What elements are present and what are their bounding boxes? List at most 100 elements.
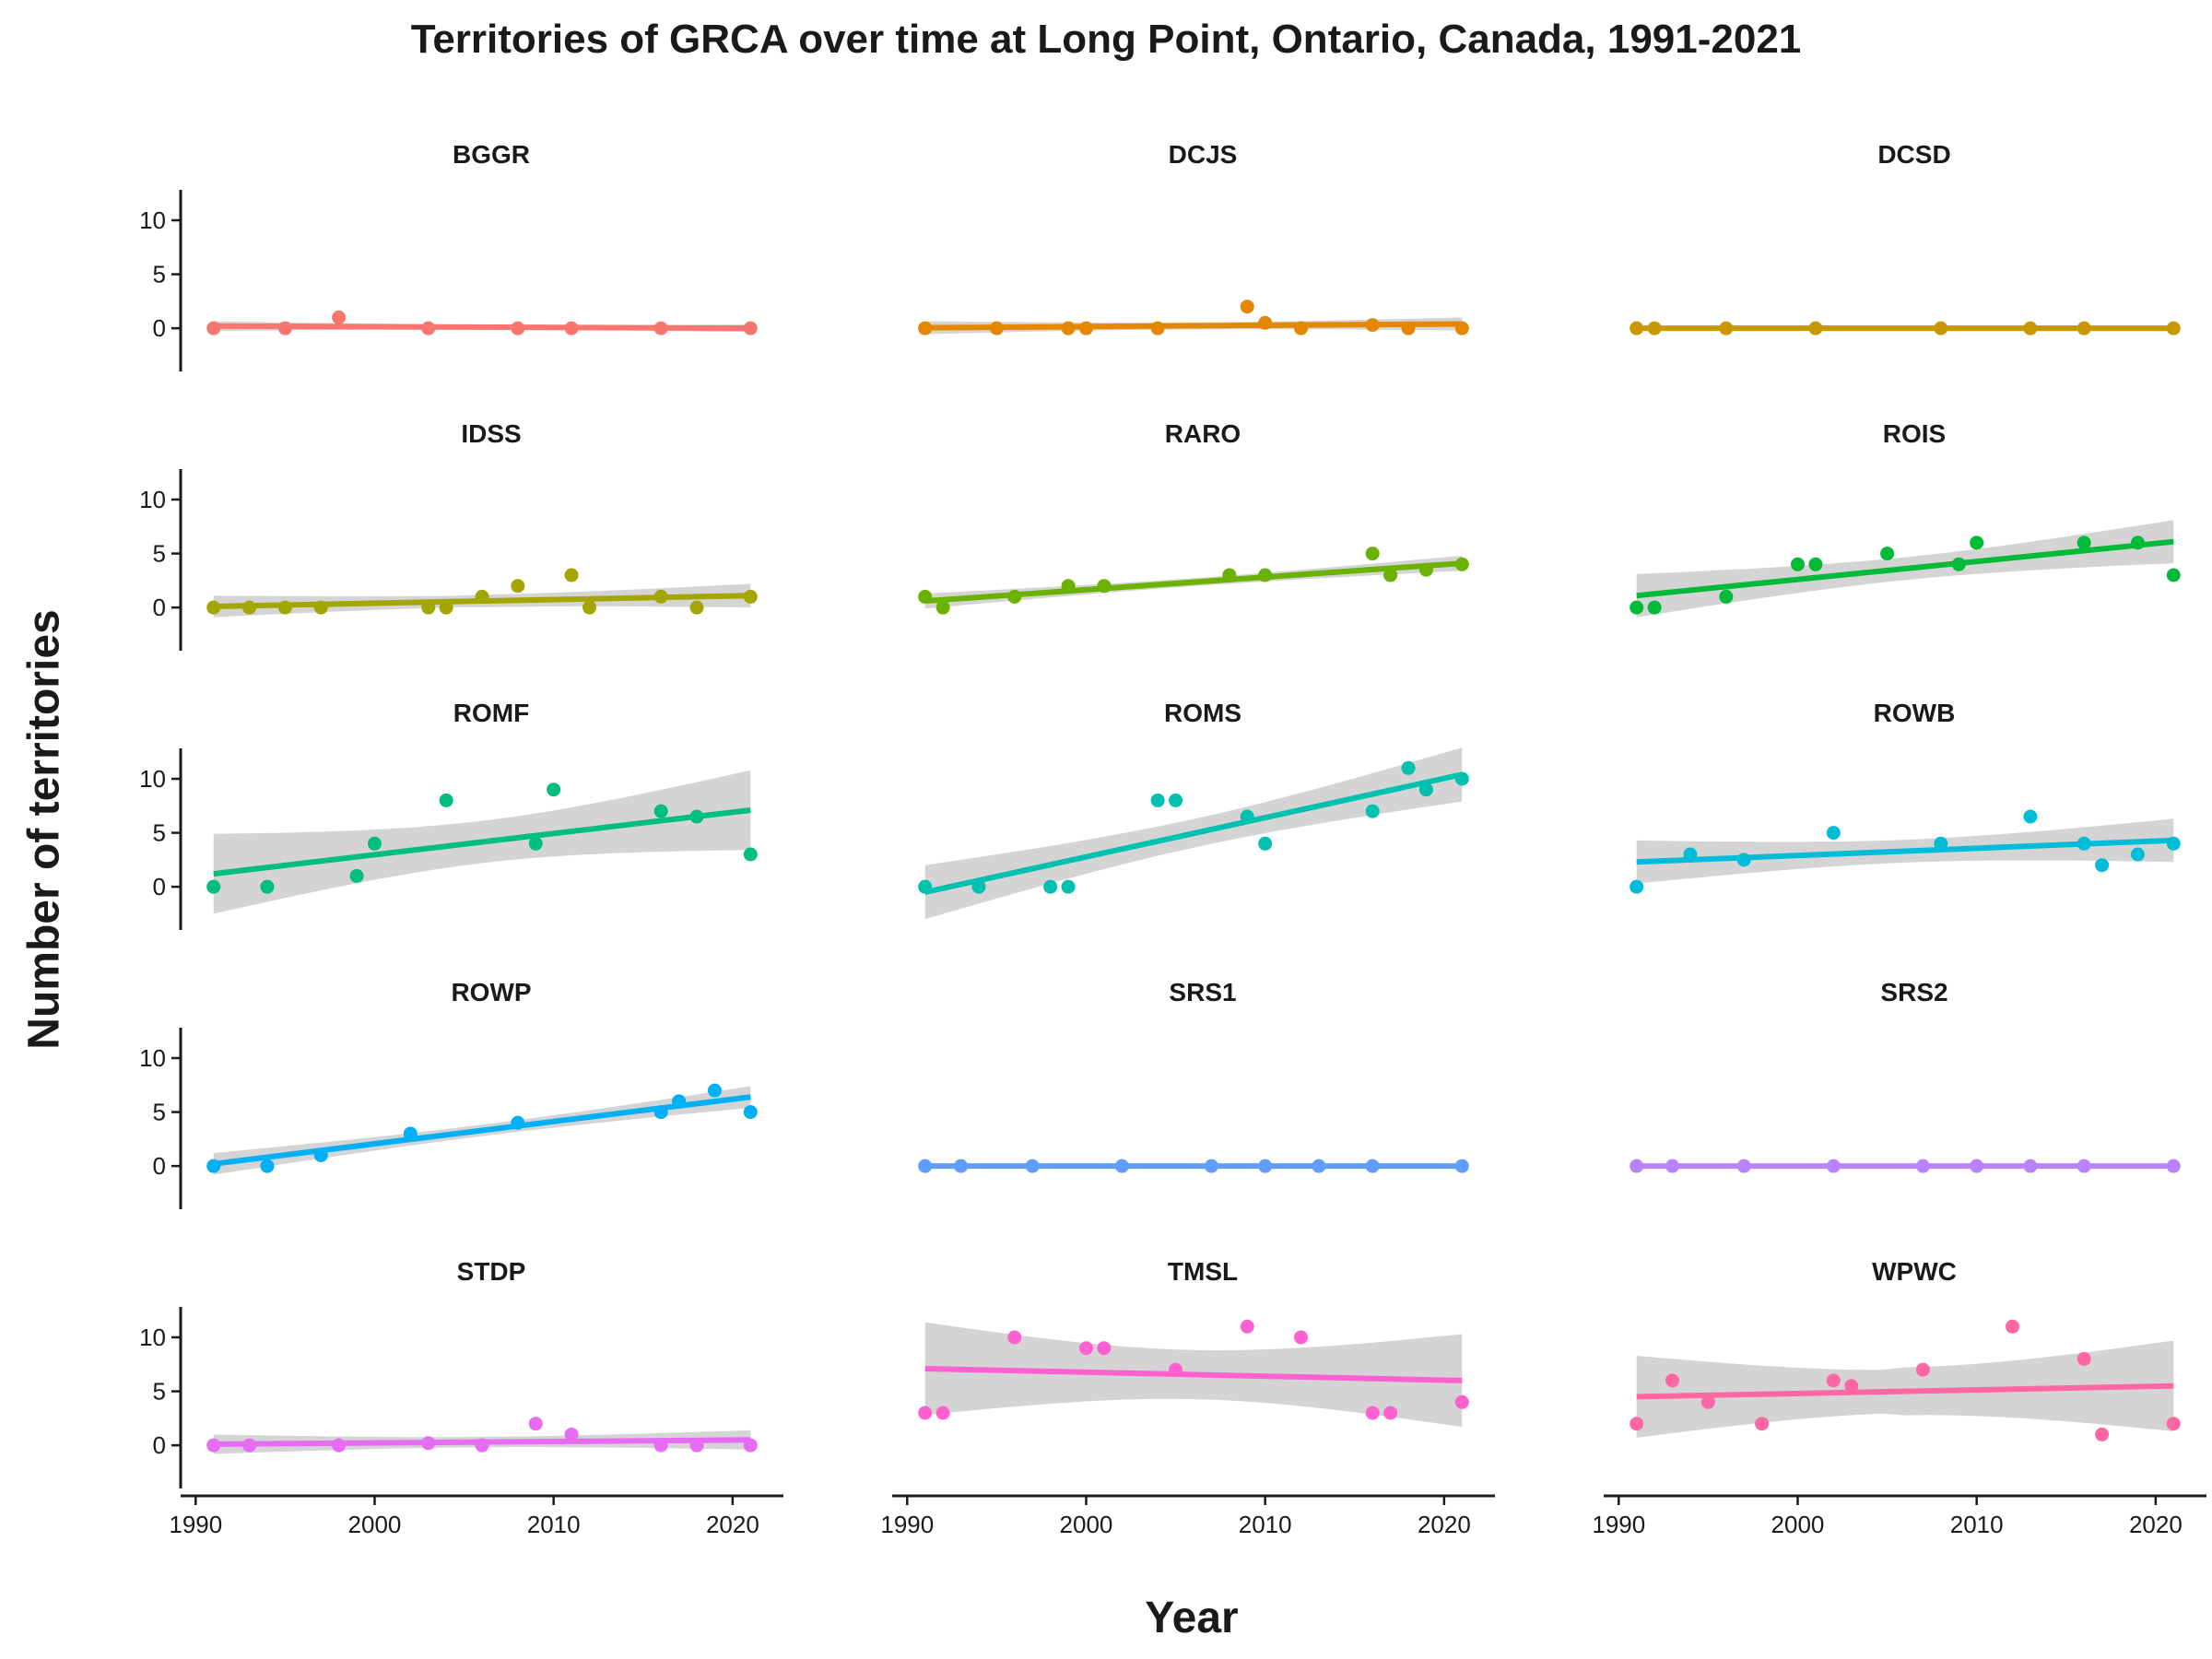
data-point — [511, 1115, 525, 1130]
panel-srs1: SRS1 — [918, 978, 1469, 1173]
data-point — [743, 847, 758, 862]
data-point — [332, 1438, 347, 1453]
data-point — [1097, 1341, 1112, 1356]
panel-wpwc: WPWC 1990 2000 2010 2020 — [1592, 1257, 2206, 1538]
panel-strip-label: IDSS — [461, 419, 521, 448]
panel-strip-label: ROWB — [1874, 699, 1956, 727]
data-point — [1401, 321, 1416, 335]
data-point — [547, 782, 561, 797]
y-tick-label: 0 — [153, 1152, 166, 1180]
data-point — [242, 600, 257, 615]
data-point — [1025, 1159, 1040, 1173]
data-point — [1454, 771, 1469, 786]
panel-strip-label: ROWP — [451, 978, 531, 1006]
data-point — [1808, 321, 1823, 335]
panel-raro: RARO — [918, 419, 1469, 615]
panel-strip-label: SRS2 — [1880, 978, 1947, 1006]
y-tick-label: 5 — [153, 1378, 166, 1406]
data-point — [1647, 321, 1662, 335]
data-point — [672, 1094, 687, 1109]
trend-line — [924, 1365, 1463, 1383]
trend-line — [1636, 538, 2174, 599]
panel-bggr: BGGR 0 5 10 — [139, 140, 758, 371]
panel-strip-label: RARO — [1165, 419, 1241, 448]
data-point — [935, 1406, 950, 1420]
data-point — [313, 1147, 328, 1162]
data-point — [918, 879, 933, 894]
data-point — [1007, 589, 1022, 604]
panel-strip-label: WPWC — [1872, 1257, 1957, 1286]
data-point — [1454, 557, 1469, 571]
data-point — [2166, 1159, 2181, 1173]
data-point — [918, 589, 933, 604]
data-point — [277, 321, 292, 335]
data-point — [206, 321, 221, 335]
data-point — [1970, 535, 1984, 550]
data-point — [1150, 793, 1165, 807]
data-point — [421, 1436, 436, 1451]
data-point — [1826, 1159, 1841, 1173]
data-point — [528, 836, 543, 851]
data-point — [1880, 547, 1895, 561]
data-point — [2077, 535, 2091, 550]
data-point — [1222, 568, 1237, 582]
y-axis-title: Number of territories — [19, 609, 69, 1050]
trend-line — [213, 323, 751, 332]
data-point — [1719, 589, 1734, 604]
panel-strip-label: STDP — [457, 1257, 526, 1286]
data-point — [971, 879, 986, 894]
panel-rois: ROIS — [1630, 419, 2181, 618]
data-point — [1665, 1159, 1680, 1173]
data-point — [260, 879, 275, 894]
data-point — [1061, 879, 1076, 894]
x-tick-label: 2010 — [1239, 1511, 1292, 1538]
data-point — [564, 568, 579, 582]
data-point — [2166, 836, 2181, 851]
data-point — [1383, 568, 1398, 582]
x-tick-label: 2020 — [2129, 1511, 2183, 1538]
data-point — [439, 600, 453, 615]
data-point — [1365, 804, 1380, 818]
trend-line — [924, 321, 1463, 331]
y-tick-label: 0 — [153, 314, 166, 342]
data-point — [935, 600, 950, 615]
panel-strip-label: DCSD — [1877, 140, 1950, 169]
data-point — [511, 579, 525, 594]
y-tick-label: 10 — [139, 486, 166, 513]
data-point — [1630, 1159, 1644, 1173]
data-point — [918, 1159, 933, 1173]
data-point — [1258, 568, 1273, 582]
data-point — [2095, 1427, 2110, 1441]
data-point — [1204, 1159, 1218, 1173]
data-point — [1401, 760, 1416, 775]
data-point — [277, 600, 292, 615]
y-tick-label: 0 — [153, 594, 166, 621]
data-point — [206, 1438, 221, 1453]
data-point — [511, 321, 525, 335]
data-point — [2023, 1159, 2038, 1173]
data-point — [1294, 1330, 1309, 1345]
chart-title: Territories of GRCA over time at Long Po… — [410, 17, 1802, 62]
y-tick-label: 10 — [139, 1044, 166, 1072]
data-point — [989, 321, 1004, 335]
data-point — [1097, 579, 1112, 594]
data-point — [1934, 321, 1948, 335]
data-point — [653, 1438, 668, 1453]
y-tick-label: 5 — [153, 540, 166, 568]
data-point — [1454, 321, 1469, 335]
panel-romf: ROMF 0 5 10 — [139, 699, 758, 930]
data-point — [1114, 1159, 1129, 1173]
data-point — [689, 1438, 704, 1453]
x-tick-label: 2010 — [1950, 1511, 2004, 1538]
data-point — [1647, 600, 1662, 615]
data-point — [1365, 1159, 1380, 1173]
data-point — [2130, 847, 2145, 862]
data-point — [1258, 1159, 1273, 1173]
data-point — [1169, 1362, 1183, 1377]
data-point — [1665, 1373, 1680, 1388]
y-tick-label: 5 — [153, 1099, 166, 1126]
data-point — [2006, 1319, 2020, 1334]
data-point — [260, 1159, 275, 1173]
data-point — [2166, 568, 2181, 582]
data-point — [1934, 836, 1948, 851]
